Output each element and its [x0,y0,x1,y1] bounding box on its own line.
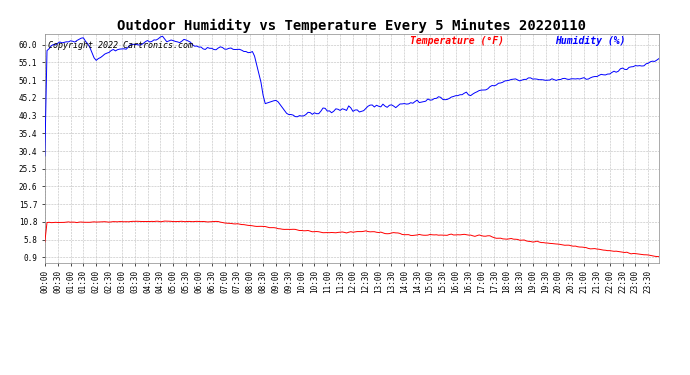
Text: Humidity (%): Humidity (%) [555,36,625,46]
Title: Outdoor Humidity vs Temperature Every 5 Minutes 20220110: Outdoor Humidity vs Temperature Every 5 … [117,18,586,33]
Text: Copyright 2022 Cartronics.com: Copyright 2022 Cartronics.com [48,40,193,50]
Text: Temperature (°F): Temperature (°F) [411,36,504,46]
